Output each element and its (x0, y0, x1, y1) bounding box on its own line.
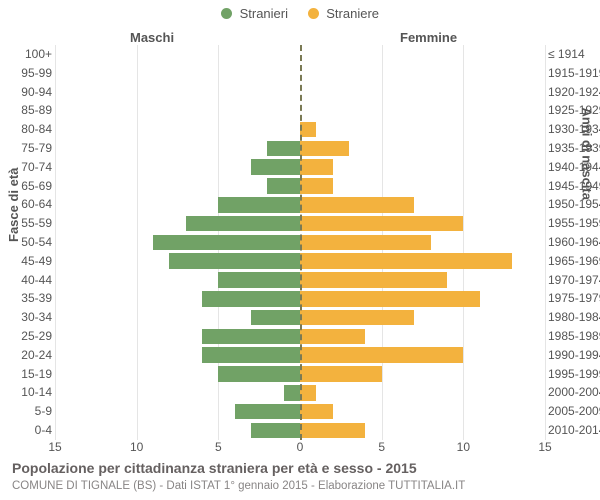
ylabel-birth: 2000-2004 (548, 383, 600, 402)
ylabel-birth: 1940-1944 (548, 158, 600, 177)
bar-female (300, 329, 365, 345)
bar-female (300, 197, 414, 213)
ylabel-birth: 1975-1979 (548, 289, 600, 308)
legend-item-male: Stranieri (221, 6, 288, 21)
ylabel-age: 10-14 (2, 383, 52, 402)
ylabel-birth: 1995-1999 (548, 365, 600, 384)
ylabel-age: 50-54 (2, 233, 52, 252)
ylabel-birth: 1945-1949 (548, 177, 600, 196)
xtick: 5 (215, 440, 222, 454)
ylabel-age: 85-89 (2, 101, 52, 120)
ylabel-age: 70-74 (2, 158, 52, 177)
ylabel-age: 15-19 (2, 365, 52, 384)
column-header-male: Maschi (130, 30, 174, 45)
ylabel-age: 60-64 (2, 195, 52, 214)
bar-female (300, 122, 316, 138)
bar-male (267, 178, 300, 194)
plot-area (55, 45, 545, 440)
chart-subtitle: COMUNE DI TIGNALE (BS) - Dati ISTAT 1° g… (12, 480, 465, 492)
ylabel-age: 75-79 (2, 139, 52, 158)
ylabel-birth: 1985-1989 (548, 327, 600, 346)
ylabel-age: 55-59 (2, 214, 52, 233)
bar-male (202, 291, 300, 307)
bar-male (153, 235, 300, 251)
xtick: 0 (297, 440, 304, 454)
ylabel-birth: 2010-2014 (548, 421, 600, 440)
legend-label-male: Stranieri (240, 6, 288, 21)
bar-female (300, 366, 382, 382)
xtick: 5 (378, 440, 385, 454)
bar-female (300, 253, 512, 269)
ylabel-age: 100+ (2, 45, 52, 64)
chart-title: Popolazione per cittadinanza straniera p… (12, 460, 417, 476)
bar-male (284, 385, 300, 401)
ylabel-age: 30-34 (2, 308, 52, 327)
ylabel-birth: 1990-1994 (548, 346, 600, 365)
ylabel-birth: 1980-1984 (548, 308, 600, 327)
bar-female (300, 347, 463, 363)
ylabel-birth: 1930-1934 (548, 120, 600, 139)
ylabel-age: 20-24 (2, 346, 52, 365)
legend-swatch-female (308, 8, 319, 19)
bar-female (300, 272, 447, 288)
ylabel-age: 90-94 (2, 83, 52, 102)
ylabel-birth: 1915-1919 (548, 64, 600, 83)
bar-female (300, 385, 316, 401)
gridline (545, 45, 546, 440)
center-line (300, 45, 302, 440)
ylabel-birth: 1920-1924 (548, 83, 600, 102)
legend-label-female: Straniere (326, 6, 379, 21)
legend: Stranieri Straniere (0, 6, 600, 21)
ylabel-birth: 2005-2009 (548, 402, 600, 421)
bar-female (300, 423, 365, 439)
column-header-female: Femmine (400, 30, 457, 45)
ylabel-birth: ≤ 1914 (548, 45, 600, 64)
bar-female (300, 178, 333, 194)
xtick: 10 (130, 440, 143, 454)
bar-male (202, 347, 300, 363)
bar-male (218, 366, 300, 382)
bar-female (300, 159, 333, 175)
bar-male (251, 159, 300, 175)
ylabel-birth: 1925-1929 (548, 101, 600, 120)
bar-female (300, 141, 349, 157)
ylabel-age: 0-4 (2, 421, 52, 440)
legend-item-female: Straniere (308, 6, 379, 21)
ylabel-birth: 1950-1954 (548, 195, 600, 214)
legend-swatch-male (221, 8, 232, 19)
bar-male (251, 423, 300, 439)
xtick: 15 (538, 440, 551, 454)
ylabel-age: 80-84 (2, 120, 52, 139)
bar-male (169, 253, 300, 269)
ylabel-age: 45-49 (2, 252, 52, 271)
ylabel-age: 35-39 (2, 289, 52, 308)
bar-female (300, 291, 480, 307)
xtick: 15 (48, 440, 61, 454)
bar-female (300, 235, 431, 251)
ylabel-age: 25-29 (2, 327, 52, 346)
ylabel-birth: 1935-1939 (548, 139, 600, 158)
chart-container: Stranieri Straniere Maschi Femmine Fasce… (0, 0, 600, 500)
bar-male (235, 404, 300, 420)
ylabel-age: 95-99 (2, 64, 52, 83)
bar-male (267, 141, 300, 157)
bar-male (202, 329, 300, 345)
ylabel-birth: 1970-1974 (548, 271, 600, 290)
bar-female (300, 404, 333, 420)
bar-female (300, 216, 463, 232)
bar-male (218, 272, 300, 288)
ylabel-birth: 1960-1964 (548, 233, 600, 252)
bar-female (300, 310, 414, 326)
ylabel-birth: 1965-1969 (548, 252, 600, 271)
ylabel-age: 65-69 (2, 177, 52, 196)
ylabel-age: 40-44 (2, 271, 52, 290)
bar-male (251, 310, 300, 326)
ylabel-age: 5-9 (2, 402, 52, 421)
xtick: 10 (457, 440, 470, 454)
bar-male (218, 197, 300, 213)
bar-male (186, 216, 300, 232)
ylabel-birth: 1955-1959 (548, 214, 600, 233)
